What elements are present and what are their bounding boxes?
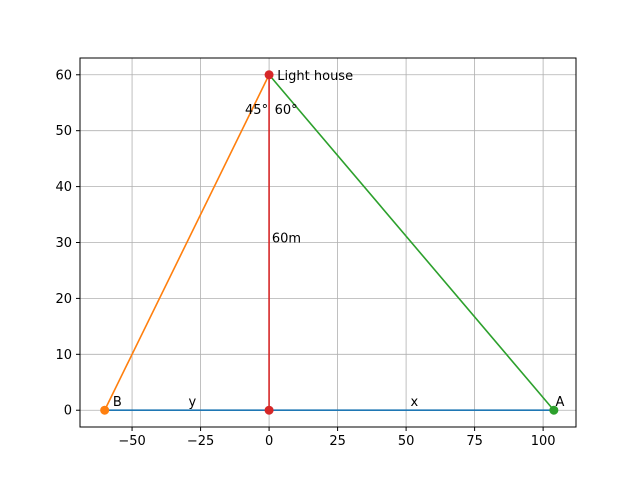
annotation-label: B [113, 395, 122, 410]
data-point-0 [100, 405, 110, 415]
series-line-1 [103, 74, 270, 411]
grid-lines [80, 58, 576, 427]
y-tick-label: 0 [64, 404, 72, 419]
series-line-2 [268, 74, 555, 411]
y-tick-label: 20 [55, 292, 72, 307]
y-tick-label: 30 [55, 236, 72, 251]
annotations: Light house 45° 60° 60m B Ay x [113, 69, 565, 410]
data-point-3 [264, 70, 274, 80]
annotation-label: A [555, 395, 564, 410]
x-tick-label: 25 [329, 434, 346, 449]
annotation-label: Light house [277, 69, 353, 84]
annotation-label: 60m [272, 232, 301, 247]
x-tick-label: −25 [187, 434, 214, 449]
annotation-label: y [189, 395, 197, 410]
y-tick-label: 50 [55, 124, 72, 139]
series-lines [103, 74, 555, 412]
data-point-2 [264, 405, 274, 415]
data-points [100, 70, 559, 415]
y-tick-label: 10 [55, 348, 72, 363]
y-tick-label: 60 [55, 68, 72, 83]
axis-ticks: −50 −25 0 25 50 75 100 0 10 20 30 40 50 60 [55, 68, 555, 449]
data-point-1 [549, 405, 559, 415]
y-tick-label: 40 [55, 180, 72, 195]
x-tick-label: 100 [531, 434, 556, 449]
x-tick-label: 75 [466, 434, 483, 449]
annotation-label: 45° [245, 103, 268, 118]
x-tick-label: 50 [398, 434, 415, 449]
annotation-label: x [410, 395, 418, 410]
x-tick-label: −50 [118, 434, 145, 449]
x-tick-label: 0 [265, 434, 273, 449]
annotation-label: 60° [275, 103, 298, 118]
